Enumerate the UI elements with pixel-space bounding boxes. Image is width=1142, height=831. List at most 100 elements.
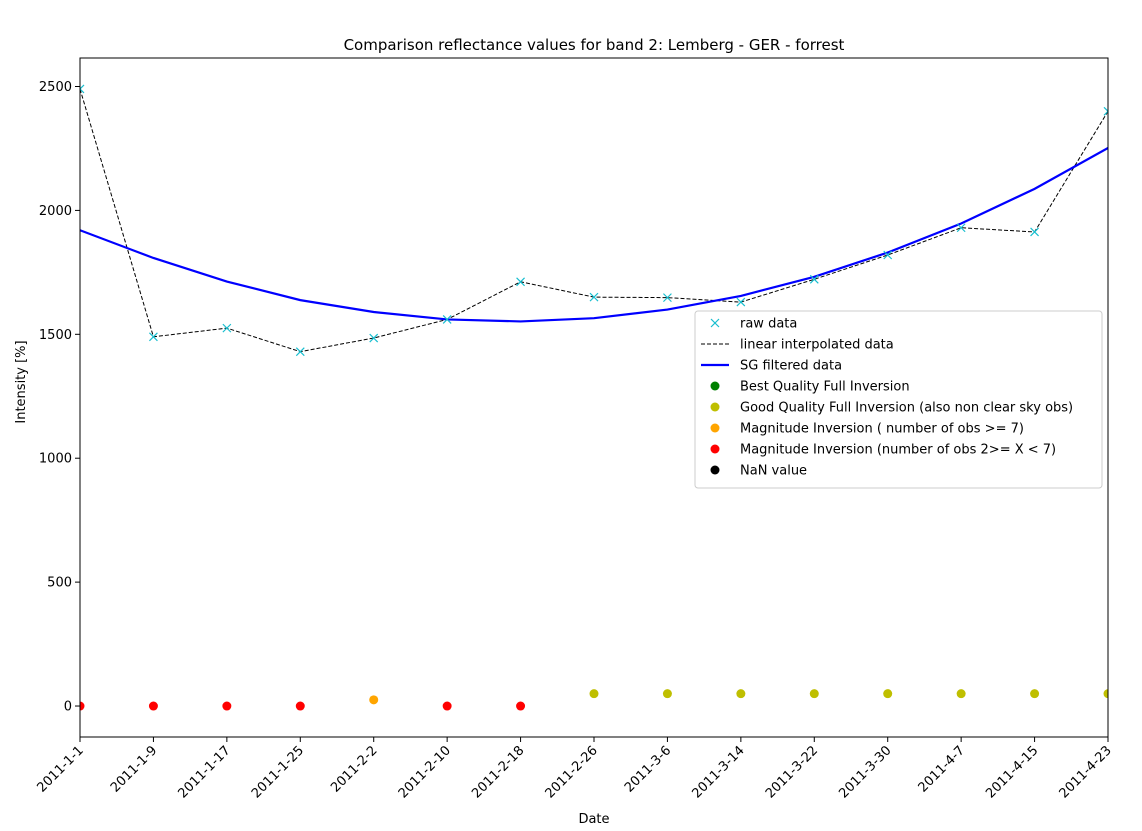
legend-entry-4-label: Good Quality Full Inversion (also non cl… [740, 401, 1073, 416]
legend: raw data linear interpolated data SG filte… [694, 310, 1103, 489]
series-0-point-11-stroke-b [883, 250, 893, 260]
legend-entry-6-marker [710, 444, 720, 454]
series-0-point-14-stroke-b [1103, 110, 1108, 116]
series-0-point-0 [80, 84, 85, 94]
series-4-point-0 [589, 689, 599, 699]
series-2-line [80, 146, 1108, 323]
series-6-point-2 [222, 701, 232, 711]
x-tick-label-2: 2011-1-17 [176, 743, 234, 801]
y-tick-label-5: 2500 [39, 80, 72, 95]
series-0-point-6-stroke-b [516, 277, 525, 287]
x-tick-label-12: 2011-4-7 [916, 743, 968, 795]
series-6-point-5 [516, 701, 526, 711]
legend-entry-5: Magnitude Inversion ( number of obs >= 7… [710, 422, 1024, 437]
y-tick-label-0: 0 [64, 700, 72, 715]
series-0-point-7-stroke-b [589, 292, 599, 302]
series-0-point-8-stroke-b [663, 293, 672, 303]
series-0-point-0-stroke-a [80, 88, 85, 94]
legend-entry-3-label: Best Quality Full Inversion [740, 380, 910, 395]
x-tick-label-10: 2011-3-22 [763, 743, 821, 801]
legend-entry-6: Magnitude Inversion (number of obs 2>= X… [710, 443, 1056, 458]
series-0-point-4 [369, 333, 379, 343]
legend-entry-5-marker [710, 423, 720, 433]
x-axis-label: Date [578, 812, 609, 827]
series-6-point-3 [295, 701, 305, 711]
series-0-point-2 [222, 323, 232, 333]
series-6-point-0 [80, 701, 85, 711]
x-tick-label-1: 2011-1-9 [108, 743, 160, 795]
series-0-point-0-stroke-b [80, 84, 85, 90]
series-5-point-0 [369, 695, 379, 705]
legend-entry-7-label: NaN value [740, 464, 807, 479]
series-0-point-10-stroke-b [809, 274, 819, 284]
x-tick-label-6: 2011-2-18 [469, 743, 527, 801]
series-0-point-12 [956, 223, 966, 233]
legend-entry-4-marker [710, 402, 720, 412]
legend-entry-2-label: SG filtered data [740, 359, 842, 374]
legend-entry-2: SG filtered data [701, 359, 842, 374]
series-0-point-5 [442, 315, 452, 324]
x-tick-label-9: 2011-3-14 [690, 743, 748, 801]
y-tick-label-4: 2000 [39, 204, 72, 219]
chart-title: Comparison reflectance values for band 2… [344, 36, 845, 54]
legend-entry-1-label: linear interpolated data [740, 338, 894, 353]
series-4-point-6 [1030, 689, 1040, 699]
legend-box [694, 310, 1103, 489]
x-tick-label-3: 2011-1-25 [249, 743, 307, 801]
series-4-point-3 [809, 689, 819, 699]
x-tick-label-8: 2011-3-6 [622, 743, 674, 795]
legend-entry-5-label: Magnitude Inversion ( number of obs >= 7… [740, 422, 1024, 437]
y-tick-label-1: 500 [47, 576, 72, 591]
x-tick-label-13: 2011-4-15 [983, 743, 1041, 801]
legend-entry-6-label: Magnitude Inversion (number of obs 2>= X… [740, 443, 1056, 458]
series-0-point-1 [149, 332, 158, 342]
legend-entry-0: raw data [710, 317, 797, 332]
series-0-point-4-stroke-b [369, 333, 379, 343]
series-0-point-11 [883, 250, 893, 260]
legend-entry-0-marker-stroke-b [710, 318, 720, 328]
series-4-point-7 [1103, 689, 1108, 699]
series-4-point-4 [883, 689, 893, 699]
x-tick-label-5: 2011-2-10 [396, 743, 454, 801]
series-0-point-5-stroke-b [442, 315, 452, 324]
series-6-point-4 [442, 701, 452, 711]
legend-entry-0-label: raw data [740, 317, 797, 332]
series-0-point-9 [736, 297, 746, 307]
series-0-point-12-stroke-b [956, 223, 966, 233]
legend-entry-4: Good Quality Full Inversion (also non cl… [710, 401, 1073, 416]
x-tick-label-0: 2011-1-1 [34, 743, 86, 795]
series-0-point-13 [1030, 227, 1039, 237]
data-marks [80, 84, 1108, 711]
x-tick-label-11: 2011-3-30 [836, 743, 894, 801]
series-0-point-2-stroke-b [222, 323, 232, 333]
series-0-point-14 [1103, 106, 1108, 116]
series-4-point-5 [956, 689, 966, 699]
x-tick-label-4: 2011-2-2 [328, 743, 380, 795]
legend-entry-7-marker [710, 465, 720, 475]
x-tick-label-14: 2011-4-23 [1057, 743, 1115, 801]
y-tick-label-2: 1000 [39, 452, 72, 467]
series-0-point-6 [516, 277, 525, 287]
series-4-point-1 [662, 689, 672, 699]
series-0-point-14-stroke-a [1103, 106, 1108, 113]
legend-entry-1: linear interpolated data [701, 338, 894, 353]
legend-entry-3: Best Quality Full Inversion [710, 380, 910, 395]
series-0-point-1-stroke-b [149, 332, 158, 342]
series-0-point-3-stroke-b [295, 347, 305, 357]
x-tick-label-7: 2011-2-26 [543, 743, 601, 801]
series-0-point-7 [589, 292, 599, 302]
series-0-point-3 [295, 347, 305, 357]
series-0-point-8 [663, 293, 672, 303]
series-6-point-1 [148, 701, 158, 711]
series-4-point-2 [736, 689, 746, 699]
legend-entry-0-marker [710, 318, 720, 328]
y-tick-label-3: 1500 [39, 328, 72, 343]
series-0-point-10 [809, 274, 819, 284]
plot-area [79, 57, 1109, 738]
series-0-point-13-stroke-b [1030, 227, 1039, 237]
legend-entry-7: NaN value [710, 464, 807, 479]
legend-entry-3-marker [710, 381, 720, 391]
series-0-point-9-stroke-b [736, 297, 746, 307]
